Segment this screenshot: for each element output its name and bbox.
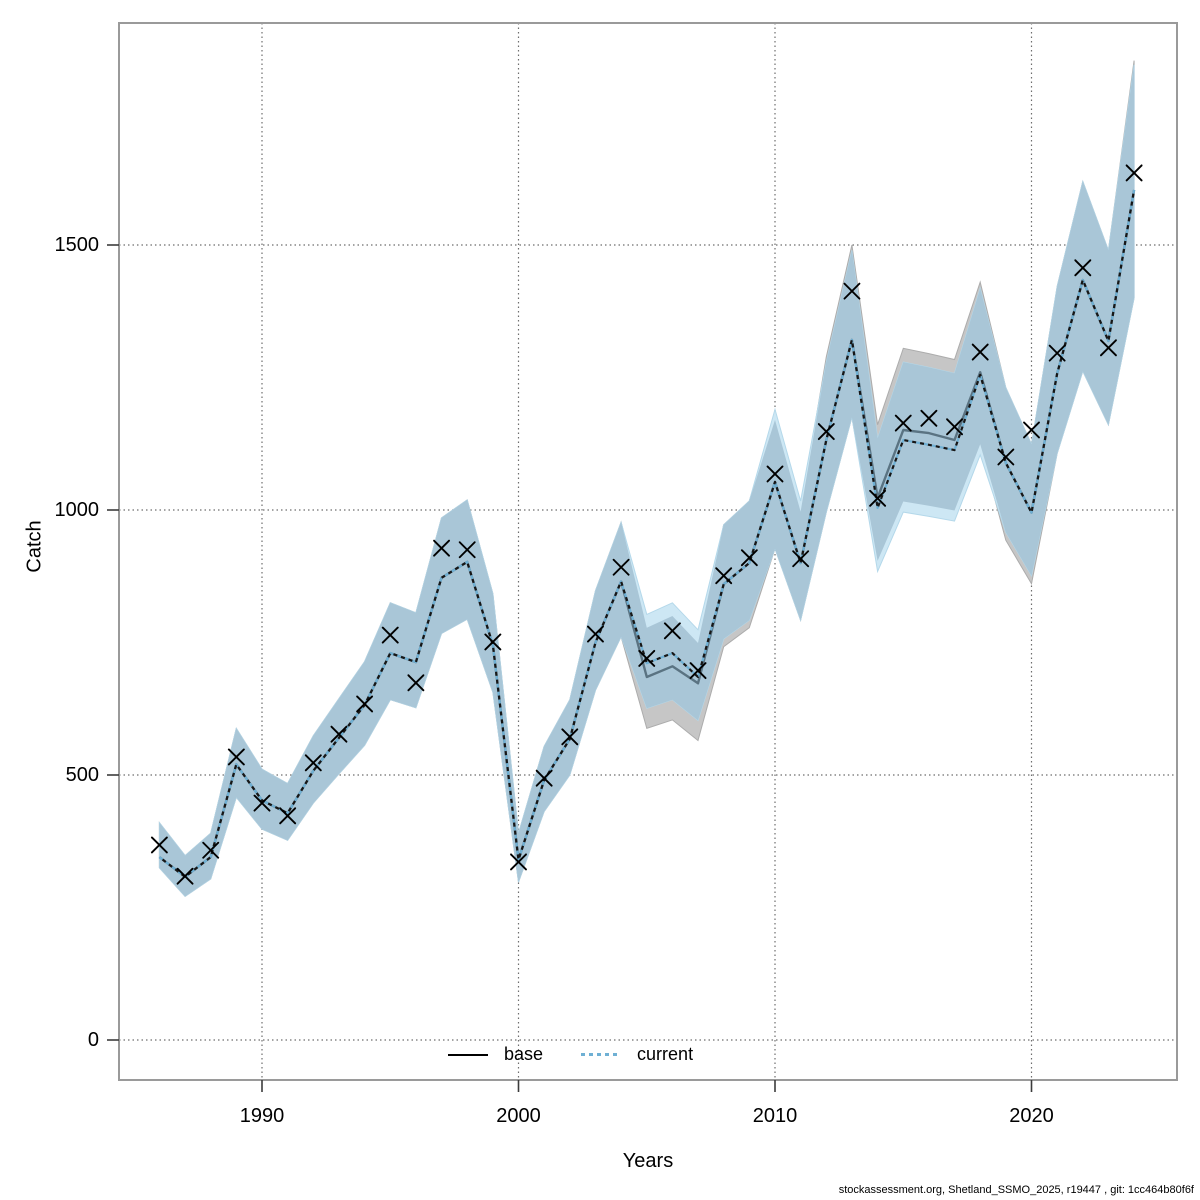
observed-x-marker (1023, 421, 1040, 439)
observed-x-marker (253, 794, 271, 812)
observed-x-marker (946, 418, 963, 436)
observed-x-marker (843, 282, 861, 300)
x-tick-label: 2000 (496, 1105, 541, 1127)
legend-label-base: base (504, 1044, 544, 1064)
observed-x-marker (663, 622, 681, 640)
y-tick-label: 0 (88, 1029, 99, 1051)
observed-x-marker (561, 728, 579, 746)
observed-x-marker (176, 867, 194, 885)
x-axis-title: Years (622, 1150, 674, 1172)
y-tick-label: 500 (66, 764, 99, 786)
observed-x-marker (458, 541, 476, 559)
legend: base current (448, 1044, 693, 1065)
observed-x-marker (1125, 164, 1143, 182)
y-axis-title: Catch (23, 520, 46, 573)
base-line-sample-icon (448, 1053, 488, 1056)
observed-x-marker (227, 748, 245, 766)
observed-x-marker (1048, 344, 1066, 362)
observed-x-marker (766, 465, 784, 483)
observed-x-marker (689, 662, 707, 680)
legend-label-current: current (637, 1044, 694, 1064)
observed-x-marker (1074, 259, 1092, 277)
observed-x-marker (920, 409, 938, 427)
legend-item-base: base (448, 1044, 543, 1065)
observed-x-marker (484, 633, 502, 651)
observed-x-marker (202, 841, 220, 859)
observed-x-marker (510, 853, 527, 871)
confidence-band-overlap (159, 64, 1135, 897)
legend-item-current: current (581, 1044, 693, 1065)
y-tick-label: 1000 (55, 499, 100, 521)
observed-markers (150, 164, 1143, 885)
observed-x-marker (971, 343, 989, 361)
observed-x-marker (535, 769, 553, 787)
observed-x-marker (1099, 339, 1117, 357)
plot-border (118, 22, 1178, 1081)
current-line-sample-icon (581, 1053, 622, 1056)
x-tick-label: 1990 (240, 1105, 285, 1127)
y-tick-label: 1500 (55, 234, 100, 256)
observed-x-marker (869, 489, 887, 507)
observed-x-marker (587, 625, 604, 643)
observed-x-marker (817, 423, 835, 441)
observed-x-marker (792, 550, 810, 568)
current-fit-line-dark (158, 189, 1136, 878)
observed-x-marker (894, 414, 912, 432)
current-fit-line-blue (158, 189, 1136, 878)
observed-x-marker (330, 725, 348, 743)
observed-x-marker (997, 448, 1015, 466)
observed-x-marker (279, 807, 297, 825)
x-tick-label: 2010 (753, 1105, 798, 1127)
observed-x-marker (304, 754, 322, 772)
x-tick-label: 2020 (1009, 1105, 1054, 1127)
observed-x-marker (433, 539, 450, 557)
observed-x-marker (407, 674, 425, 692)
observed-x-marker (638, 649, 656, 667)
observed-x-marker (715, 567, 733, 585)
observed-x-marker (740, 549, 758, 567)
footer-attribution: stockassessment.org, Shetland_SSMO_2025,… (838, 1184, 1194, 1196)
observed-x-marker (381, 626, 399, 644)
observed-x-marker (356, 695, 374, 713)
observed-x-marker (150, 836, 168, 854)
observed-x-marker (612, 558, 630, 576)
